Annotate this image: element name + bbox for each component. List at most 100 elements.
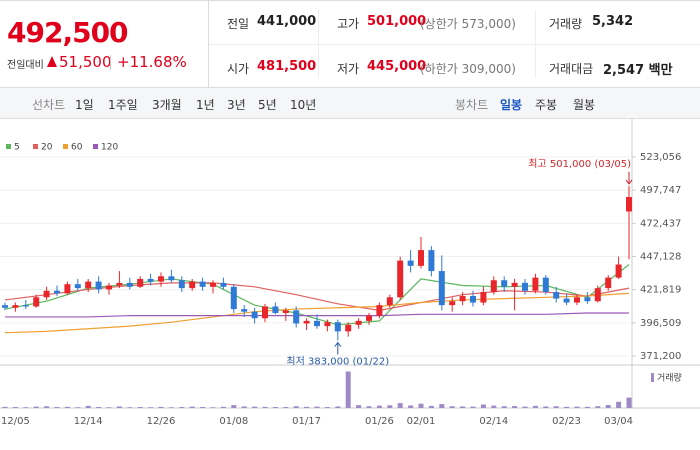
toolbar (0, 88, 700, 119)
candle-body (251, 311, 258, 319)
period-button[interactable]: 1주일 (108, 98, 138, 112)
volume-bar (283, 407, 289, 408)
candle-body (272, 306, 279, 314)
high-annotation: 최고 501,000 (03/05) (528, 158, 631, 170)
volume-bar (127, 407, 133, 408)
high-label: 고가 (337, 17, 360, 31)
volume-bar (304, 406, 310, 408)
volume-bar (408, 405, 414, 408)
volume-bar (137, 407, 143, 408)
volume-bar (241, 406, 247, 408)
lower-limit: (하한가 309,000) (420, 62, 516, 76)
up-arrow (47, 56, 57, 67)
candle-body (178, 280, 185, 289)
volume-bar (272, 407, 278, 408)
candle-body (74, 284, 81, 289)
volume-bar (189, 406, 195, 408)
volume-bar (418, 403, 424, 408)
volume-bar (231, 405, 237, 408)
volume-bar (12, 407, 18, 408)
prev-close-label: 전일 (227, 17, 250, 31)
candle-body (282, 310, 289, 314)
volume-bar (470, 406, 476, 408)
candle-body (407, 260, 414, 266)
volume-bar (335, 406, 341, 408)
candle-body (480, 292, 487, 303)
candle-body (43, 290, 50, 298)
period-button[interactable]: 1년 (196, 98, 215, 112)
change-amount: 51,500 (59, 53, 112, 71)
volume-label: 거래량 (549, 17, 583, 31)
interval-button[interactable]: 주봉 (535, 98, 558, 112)
volume-bar (210, 407, 216, 408)
candle-body (220, 282, 227, 287)
candle-body (85, 281, 92, 289)
x-tick-label: 01/17 (292, 416, 321, 427)
y-tick-label: 421,819 (640, 285, 681, 296)
x-tick-label: 12/14 (74, 416, 103, 427)
period-button[interactable]: 10년 (290, 98, 317, 112)
volume-bar (356, 405, 362, 408)
candle-body (584, 297, 591, 302)
candle-body (334, 322, 341, 332)
volume-bar (106, 407, 112, 408)
volume-bar (54, 407, 60, 408)
volume-bar (85, 405, 91, 408)
volume-bar (345, 371, 351, 408)
high-value: 501,000 (367, 14, 427, 29)
y-tick-label: 371,200 (640, 351, 681, 362)
period-button[interactable]: 5년 (258, 98, 277, 112)
separator (110, 55, 111, 70)
volume-bar (512, 406, 518, 408)
y-tick-label: 472,437 (640, 218, 681, 229)
candle-body (137, 278, 144, 287)
candle-body (95, 281, 102, 290)
volume-bar (397, 403, 403, 408)
volume-bar (543, 406, 549, 408)
candle-body (262, 306, 268, 319)
header (0, 0, 700, 88)
volume-bar (158, 406, 164, 408)
candle-body (626, 197, 632, 212)
candle-body (22, 305, 29, 307)
divider (208, 0, 209, 88)
open-value: 481,500 (257, 59, 317, 74)
interval-button[interactable]: 월봉 (573, 98, 596, 112)
candle-body (438, 271, 445, 306)
divider (209, 44, 700, 45)
volume-bar (491, 405, 497, 408)
volume-bar (324, 407, 330, 408)
volume-bar (96, 407, 102, 408)
candle-body (189, 281, 196, 289)
legend-swatch (6, 144, 11, 149)
volume-value: 5,342 (592, 14, 634, 29)
volume-bar (314, 406, 320, 408)
legend-label: 60 (71, 143, 83, 153)
interval-button[interactable]: 일봉 (500, 98, 523, 112)
volume-bar (293, 406, 299, 408)
change-rate: +11.68% (117, 53, 187, 71)
volume-bar (626, 397, 632, 408)
change-label: 전일대비 (7, 60, 44, 71)
x-tick-label: 02/14 (479, 416, 508, 427)
candle-body (418, 250, 424, 266)
upper-limit: (상한가 573,000) (420, 17, 516, 31)
candle-body (199, 281, 206, 287)
candle-body (470, 295, 476, 303)
x-tick-label: 12/26 (147, 416, 176, 427)
volume-bar (262, 406, 268, 408)
period-button[interactable]: 3개월 (152, 98, 182, 112)
candle-body (605, 277, 612, 289)
period-button[interactable]: 1일 (75, 98, 94, 112)
volume-bar (584, 406, 590, 408)
candle-body (376, 305, 383, 316)
y-tick-label: 396,509 (640, 318, 681, 329)
candle-body (293, 310, 300, 324)
volume-bar (33, 406, 39, 408)
x-tick-label: 02/23 (552, 416, 581, 427)
candle-body (397, 260, 404, 298)
low-value: 445,000 (367, 59, 427, 74)
candle-body (594, 288, 601, 302)
period-button[interactable]: 3년 (227, 98, 246, 112)
candle-body (230, 286, 237, 310)
